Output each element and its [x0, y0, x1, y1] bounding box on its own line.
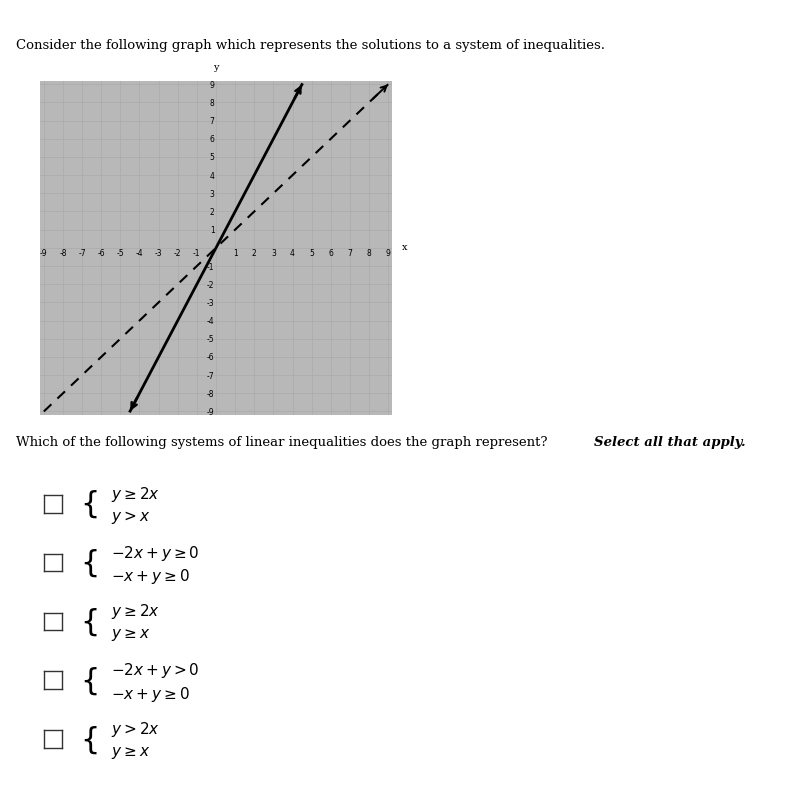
Text: $\{$: $\{$ [80, 547, 98, 580]
Text: x: x [402, 243, 407, 252]
Text: $y \geq x$: $y \geq x$ [110, 627, 150, 643]
Text: $-x + y \geq 0$: $-x + y \geq 0$ [110, 567, 190, 586]
Text: $y \geq 2x$: $y \geq 2x$ [110, 602, 160, 621]
Text: $\{$: $\{$ [80, 488, 98, 521]
Text: Select all that apply.: Select all that apply. [594, 436, 746, 449]
Text: $y > 2x$: $y > 2x$ [110, 720, 160, 739]
Text: $\{$: $\{$ [80, 665, 98, 697]
Text: $-2x + y \geq 0$: $-2x + y \geq 0$ [110, 543, 199, 563]
Text: $y \geq 2x$: $y \geq 2x$ [110, 484, 160, 504]
Text: $y > x$: $y > x$ [110, 509, 150, 526]
Text: $y \geq x$: $y \geq x$ [110, 745, 150, 761]
Text: $\{$: $\{$ [80, 724, 98, 756]
Text: $-x + y \geq 0$: $-x + y \geq 0$ [110, 684, 190, 704]
Text: $\{$: $\{$ [80, 606, 98, 638]
Text: y: y [214, 63, 218, 72]
Text: Which of the following systems of linear inequalities does the graph represent?: Which of the following systems of linear… [16, 436, 556, 449]
Text: $-2x + y > 0$: $-2x + y > 0$ [110, 661, 199, 680]
Text: Consider the following graph which represents the solutions to a system of inequ: Consider the following graph which repre… [16, 39, 605, 52]
